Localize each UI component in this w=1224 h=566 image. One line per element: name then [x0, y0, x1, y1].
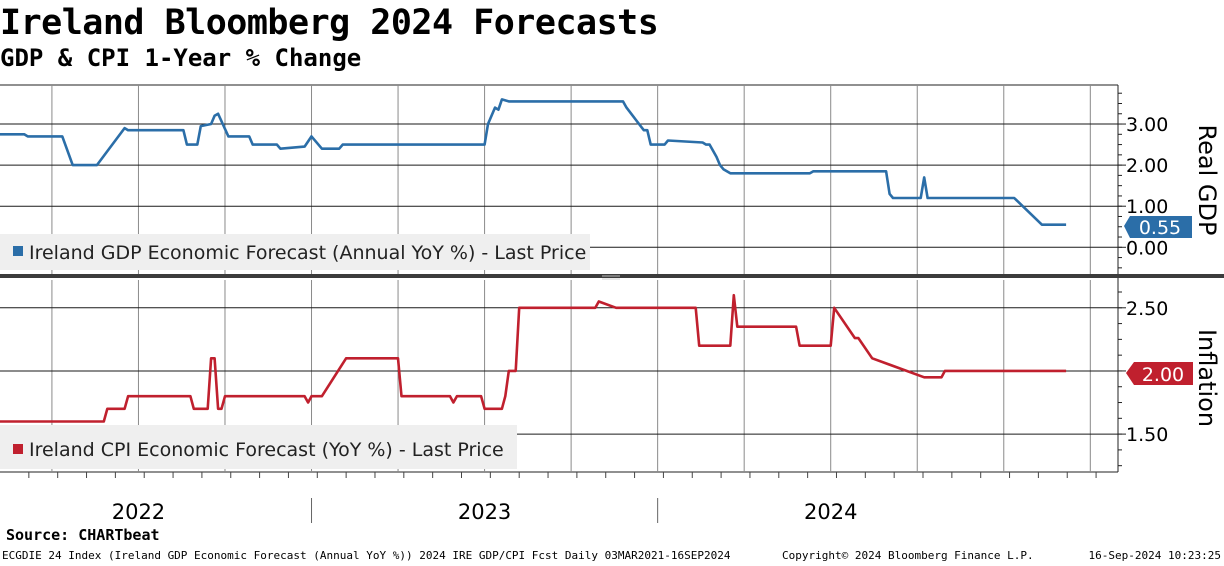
- cpi-last-value: 2.00: [1142, 364, 1184, 386]
- cpi-series-line: [0, 293, 1067, 423]
- y-tick-label: 2.50: [1126, 298, 1168, 320]
- cpi-legend-box: [0, 425, 517, 469]
- y-tick-label: 2.00: [1126, 155, 1168, 177]
- inflation-axis-title: Inflation: [1193, 329, 1221, 427]
- y-tick-label: 1.50: [1126, 424, 1168, 446]
- cpi-legend-label: Ireland CPI Economic Forecast (YoY %) - …: [29, 439, 504, 461]
- source-label: Source: CHARTbeat: [6, 526, 160, 544]
- real-gdp-axis-title: Real GDP: [1193, 125, 1221, 236]
- chart-title: Ireland Bloomberg 2024 Forecasts: [0, 3, 659, 43]
- y-tick-label: 1.00: [1126, 196, 1168, 218]
- x-tick-label-year: 2024: [804, 500, 857, 524]
- gdp-last-value: 0.55: [1139, 217, 1181, 239]
- footer-timestamp: 16-Sep-2024 10:23:25: [1088, 549, 1221, 562]
- y-tick-label: 0.00: [1126, 237, 1168, 259]
- gdp-legend-swatch: [13, 246, 23, 256]
- x-tick-label-year: 2022: [112, 500, 165, 524]
- cpi-last-value-tag: 2.00: [1126, 362, 1193, 386]
- x-tick-label-year: 2023: [458, 500, 511, 524]
- gdp-legend-box: [0, 234, 590, 270]
- gdp-series-line: [0, 98, 1067, 226]
- footer-copyright: Copyright© 2024 Bloomberg Finance L.P.: [782, 549, 1034, 562]
- footer-security-description: ECGDIE 24 Index (Ireland GDP Economic Fo…: [2, 549, 731, 562]
- y-tick-label: 3.00: [1126, 114, 1168, 136]
- cpi-legend-swatch: [13, 444, 23, 454]
- gdp-legend-label: Ireland GDP Economic Forecast (Annual Yo…: [29, 242, 586, 264]
- gdp-last-value-tag: 0.55: [1124, 216, 1192, 239]
- chart-subtitle: GDP & CPI 1-Year % Change: [0, 44, 362, 72]
